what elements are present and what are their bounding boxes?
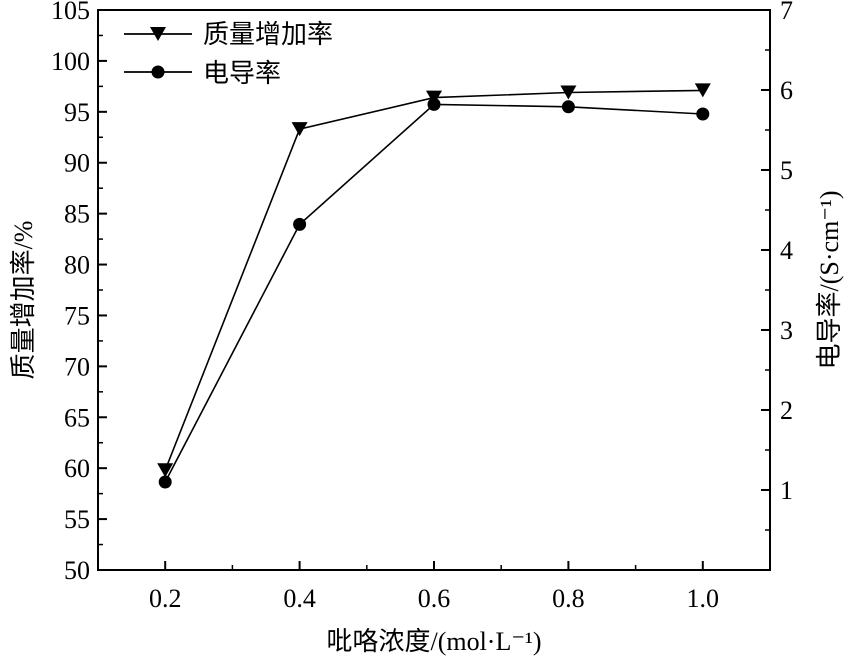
right-tick-label: 1 [780, 476, 793, 505]
y-axis-title-left: 质量增加率/% [9, 221, 38, 380]
x-axis: 0.2 0.4 0.6 0.8 1.0 [97, 561, 771, 613]
x-tick-label: 0.6 [418, 584, 451, 613]
left-tick-label: 65 [64, 403, 90, 432]
right-tick-label: 3 [780, 316, 793, 345]
y-axis-title-right: 电导率/(S·cm⁻¹) [815, 191, 844, 370]
left-y-axis: 50 55 60 65 70 75 80 85 90 95 100 105 [51, 0, 107, 585]
left-tick-label: 85 [64, 200, 90, 229]
data-point-circle [427, 97, 441, 111]
right-tick-label: 6 [780, 76, 793, 105]
left-tick-label: 80 [64, 251, 90, 280]
left-tick-label: 70 [64, 352, 90, 381]
right-tick-label: 7 [780, 0, 793, 25]
left-tick-label: 50 [64, 556, 90, 585]
legend-label-mass: 质量增加率 [203, 20, 333, 49]
left-tick-label: 100 [51, 47, 90, 76]
right-tick-label: 5 [780, 156, 793, 185]
legend-item-conductivity: 电导率 [124, 59, 281, 88]
legend: 质量增加率 电导率 [124, 20, 333, 88]
left-tick-label: 60 [64, 454, 90, 483]
series-line-1 [164, 103, 703, 483]
data-point-triangle [694, 83, 711, 98]
data-point-triangle [560, 85, 577, 100]
legend-item-mass: 质量增加率 [124, 20, 333, 49]
x-axis-title: 吡咯浓度/(mol·L⁻¹) [326, 627, 541, 656]
x-tick-label: 0.2 [149, 584, 182, 613]
right-tick-label: 4 [780, 236, 793, 265]
data-point-triangle [157, 463, 174, 478]
data-point-circle [561, 100, 575, 114]
left-tick-label: 75 [64, 301, 90, 330]
legend-label-conductivity: 电导率 [203, 59, 281, 88]
left-tick-label: 105 [51, 0, 90, 25]
left-tick-label: 90 [64, 149, 90, 178]
x-tick-label: 1.0 [687, 584, 720, 613]
left-tick-label: 95 [64, 98, 90, 127]
data-point-circle [293, 217, 307, 231]
left-tick-label: 55 [64, 505, 90, 534]
legend-marker-conductivity [151, 65, 165, 79]
data-point-triangle [291, 122, 308, 137]
x-tick-label: 0.4 [283, 584, 316, 613]
data-point-circle [696, 107, 710, 121]
series-line-0 [164, 89, 703, 471]
right-y-axis: 1 2 3 4 5 6 7 [761, 0, 793, 531]
data-point-circle [158, 475, 172, 489]
series-layer [157, 83, 711, 489]
data-point-triangle [426, 90, 442, 105]
right-tick-label: 2 [780, 396, 793, 425]
x-tick-label: 0.8 [552, 584, 585, 613]
legend-marker-mass [150, 27, 166, 41]
